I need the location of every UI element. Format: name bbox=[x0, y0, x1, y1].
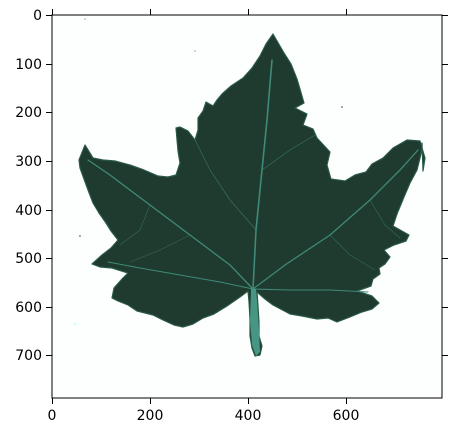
leaf-blade bbox=[78, 33, 426, 357]
scan-speck bbox=[73, 322, 77, 326]
left-tertiary-vein bbox=[119, 204, 151, 246]
left-upper-vein bbox=[194, 139, 257, 231]
leaf-image bbox=[73, 18, 426, 357]
scan-speck bbox=[79, 235, 81, 237]
scan-speck bbox=[84, 18, 86, 20]
y-tick-label: 400 bbox=[15, 203, 42, 219]
left-secondary-vein bbox=[129, 234, 191, 263]
y-tick-label: 100 bbox=[15, 57, 42, 73]
y-tick-labels: 0 100 200 300 400 500 600 700 bbox=[15, 8, 42, 364]
x-tick-label: 200 bbox=[137, 408, 164, 424]
x-axis bbox=[52, 9, 347, 404]
x-tick-label: 0 bbox=[48, 408, 57, 424]
x-tick-labels: 0 200 400 600 bbox=[48, 408, 360, 424]
x-tick-label: 600 bbox=[333, 408, 360, 424]
leaf-veins bbox=[87, 59, 419, 293]
y-tick-label: 300 bbox=[15, 154, 42, 170]
right-upper-vein bbox=[261, 134, 316, 171]
right-lower-vein bbox=[252, 288, 369, 293]
scan-speck bbox=[341, 106, 343, 108]
y-tick-label: 600 bbox=[15, 300, 42, 316]
right-main-vein bbox=[252, 149, 419, 290]
y-axis bbox=[46, 15, 448, 356]
leaf-stem bbox=[250, 289, 260, 356]
right-tertiary-vein bbox=[369, 199, 401, 239]
scan-speck bbox=[194, 50, 196, 52]
x-tick-label: 400 bbox=[235, 408, 262, 424]
y-tick-label: 200 bbox=[15, 105, 42, 121]
right-secondary-vein bbox=[329, 234, 376, 271]
y-tick-label: 0 bbox=[33, 8, 42, 24]
y-tick-label: 500 bbox=[15, 251, 42, 267]
left-main-vein bbox=[87, 159, 254, 290]
axes-frame bbox=[51, 14, 443, 399]
left-lower-vein bbox=[107, 261, 254, 290]
y-tick-label: 700 bbox=[15, 348, 42, 364]
